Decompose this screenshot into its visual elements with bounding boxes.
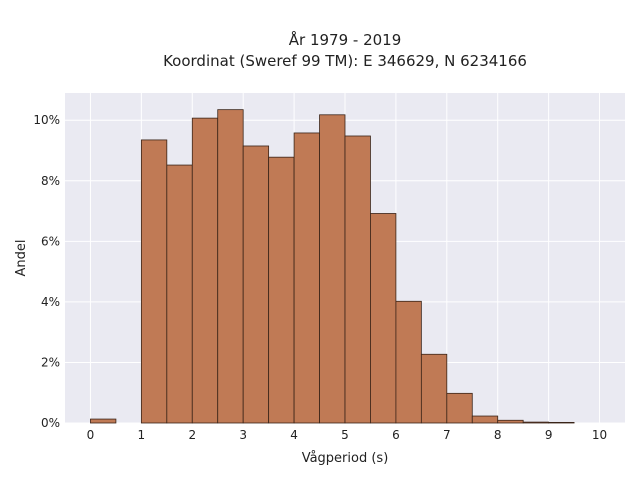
x-tick-label: 3 — [239, 428, 247, 442]
histogram-bar — [522, 421, 550, 424]
histogram-bar — [471, 415, 499, 424]
histogram-bar — [319, 114, 346, 424]
x-tick-labels: 0 1 2 3 4 5 6 7 8 9 10 — [87, 428, 608, 442]
histogram-bar — [217, 109, 244, 424]
histogram-bar — [344, 135, 371, 424]
histogram-bar — [293, 132, 320, 424]
x-tick-label: 5 — [341, 428, 349, 442]
histogram-bar — [90, 418, 117, 424]
x-tick-label: 8 — [494, 428, 502, 442]
y-tick-label: 6% — [41, 234, 60, 248]
histogram-bar — [140, 139, 168, 424]
x-tick-label: 1 — [138, 428, 146, 442]
histogram-bar — [166, 164, 193, 424]
y-tick-labels: 0% 2% 4% 6% 8% 10% — [33, 113, 60, 430]
histogram-bar — [242, 145, 270, 424]
bars-group — [90, 109, 575, 424]
y-axis-label: Andel — [14, 240, 29, 277]
histogram-bar — [497, 419, 524, 424]
x-tick-label: 7 — [443, 428, 451, 442]
y-tick-label: 4% — [41, 295, 60, 309]
histogram-bar — [420, 353, 448, 424]
x-axis-label: Vågperiod (s) — [302, 451, 389, 466]
x-tick-label: 0 — [87, 428, 95, 442]
histogram-bar — [191, 117, 219, 424]
chart-title-line-2: Koordinat (Sweref 99 TM): E 346629, N 62… — [163, 52, 527, 70]
y-tick-label: 2% — [41, 355, 60, 369]
y-tick-label: 10% — [33, 113, 60, 127]
x-tick-label: 6 — [392, 428, 400, 442]
x-tick-label: 10 — [592, 428, 607, 442]
histogram-bar — [268, 156, 295, 424]
x-tick-label: 9 — [545, 428, 553, 442]
y-tick-label: 0% — [41, 416, 60, 430]
x-tick-label: 2 — [188, 428, 196, 442]
histogram-bar — [370, 213, 397, 424]
chart-title-line-1: År 1979 - 2019 — [289, 30, 402, 49]
histogram-bar — [395, 300, 422, 424]
x-tick-label: 4 — [290, 428, 298, 442]
y-tick-label: 8% — [41, 174, 60, 188]
histogram-bar — [446, 392, 473, 424]
histogram-bar — [548, 421, 575, 424]
